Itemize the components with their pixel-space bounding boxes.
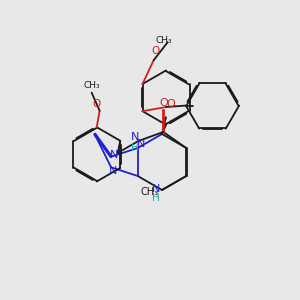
Text: O: O — [166, 99, 175, 109]
Text: O: O — [159, 98, 168, 107]
Text: N: N — [136, 139, 145, 149]
Text: N: N — [110, 150, 118, 160]
Text: N: N — [131, 132, 140, 142]
Text: H: H — [152, 193, 160, 203]
Text: N: N — [109, 166, 117, 176]
Text: H: H — [131, 143, 139, 153]
Text: O: O — [152, 46, 160, 56]
Text: N: N — [152, 184, 160, 194]
Text: O: O — [92, 99, 101, 109]
Text: CH₃: CH₃ — [141, 187, 159, 197]
Text: CH₃: CH₃ — [83, 81, 100, 90]
Text: CH₃: CH₃ — [155, 36, 172, 45]
